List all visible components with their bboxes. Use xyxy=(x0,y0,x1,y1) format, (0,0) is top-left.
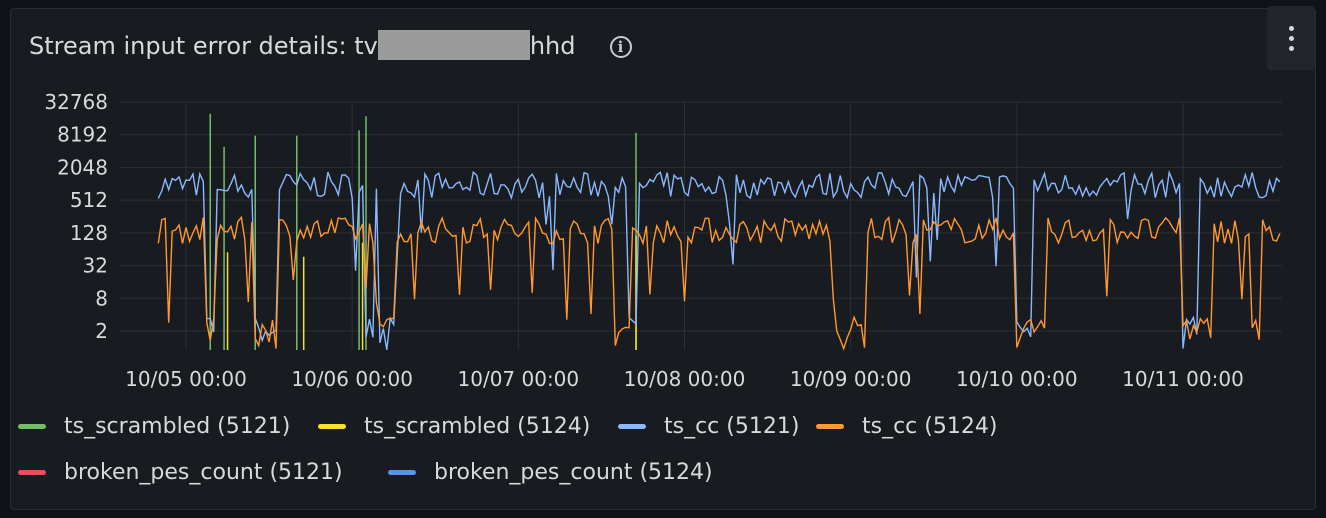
x-tick-label: 10/07 00:00 xyxy=(458,367,580,391)
legend-item[interactable]: ts_cc (5121) xyxy=(618,414,799,439)
legend-swatch xyxy=(18,424,46,429)
chart-series xyxy=(157,113,1281,351)
chart-grid xyxy=(120,101,1282,350)
legend-swatch xyxy=(618,424,646,429)
legend-label: ts_scrambled (5121) xyxy=(64,414,291,439)
x-tick-label: 10/08 00:00 xyxy=(624,367,746,391)
y-tick-label: 512 xyxy=(70,188,108,212)
x-tick-label: 10/10 00:00 xyxy=(956,367,1078,391)
series-line-3 xyxy=(157,215,1281,351)
y-tick-label: 32768 xyxy=(44,90,108,114)
x-tick-label: 10/05 00:00 xyxy=(125,367,247,391)
kebab-menu-icon[interactable] xyxy=(1267,6,1315,70)
panel-title[interactable]: Stream input error details: tv hhd xyxy=(29,30,576,64)
legend-item[interactable]: broken_pes_count (5121) xyxy=(18,460,343,485)
series-line-2 xyxy=(157,169,1281,350)
info-icon[interactable]: i xyxy=(609,36,632,58)
y-axis-ticks: 32768 8192 2048 512 128 32 8 2 xyxy=(44,90,108,343)
legend-swatch xyxy=(816,424,844,429)
legend-label: ts_cc (5124) xyxy=(862,414,998,439)
legend-swatch xyxy=(18,470,46,475)
panel-title-prefix: Stream input error details: tv xyxy=(29,32,378,60)
y-tick-label: 8 xyxy=(95,286,108,310)
y-tick-label: 2 xyxy=(95,319,108,343)
legend-swatch xyxy=(318,424,346,429)
x-axis-ticks: 10/05 00:00 10/06 00:00 10/07 00:00 10/08 0… xyxy=(125,367,1244,391)
legend-item[interactable]: ts_scrambled (5121) xyxy=(18,414,290,439)
legend-label: broken_pes_count (5124) xyxy=(434,460,713,485)
x-tick-label: 10/11 00:00 xyxy=(1122,367,1244,391)
legend-swatch xyxy=(388,470,416,475)
y-tick-label: 32 xyxy=(83,254,108,278)
panel-header: Stream input error details: tv hhd i xyxy=(29,27,632,67)
x-tick-label: 10/06 00:00 xyxy=(291,367,413,391)
y-tick-label: 128 xyxy=(70,221,108,245)
panel-title-suffix: hhd xyxy=(529,32,576,60)
redacted-block xyxy=(377,30,530,60)
legend-item[interactable]: broken_pes_count (5124) xyxy=(388,460,713,485)
legend-item[interactable]: ts_cc (5124) xyxy=(816,414,997,439)
legend-label: broken_pes_count (5121) xyxy=(64,460,343,485)
legend-label: ts_scrambled (5124) xyxy=(364,414,591,439)
legend-item[interactable]: ts_scrambled (5124) xyxy=(318,414,590,439)
legend-label: ts_cc (5121) xyxy=(664,414,800,439)
y-tick-label: 2048 xyxy=(57,155,108,179)
x-tick-label: 10/09 00:00 xyxy=(790,367,912,391)
y-tick-label: 8192 xyxy=(57,123,108,147)
